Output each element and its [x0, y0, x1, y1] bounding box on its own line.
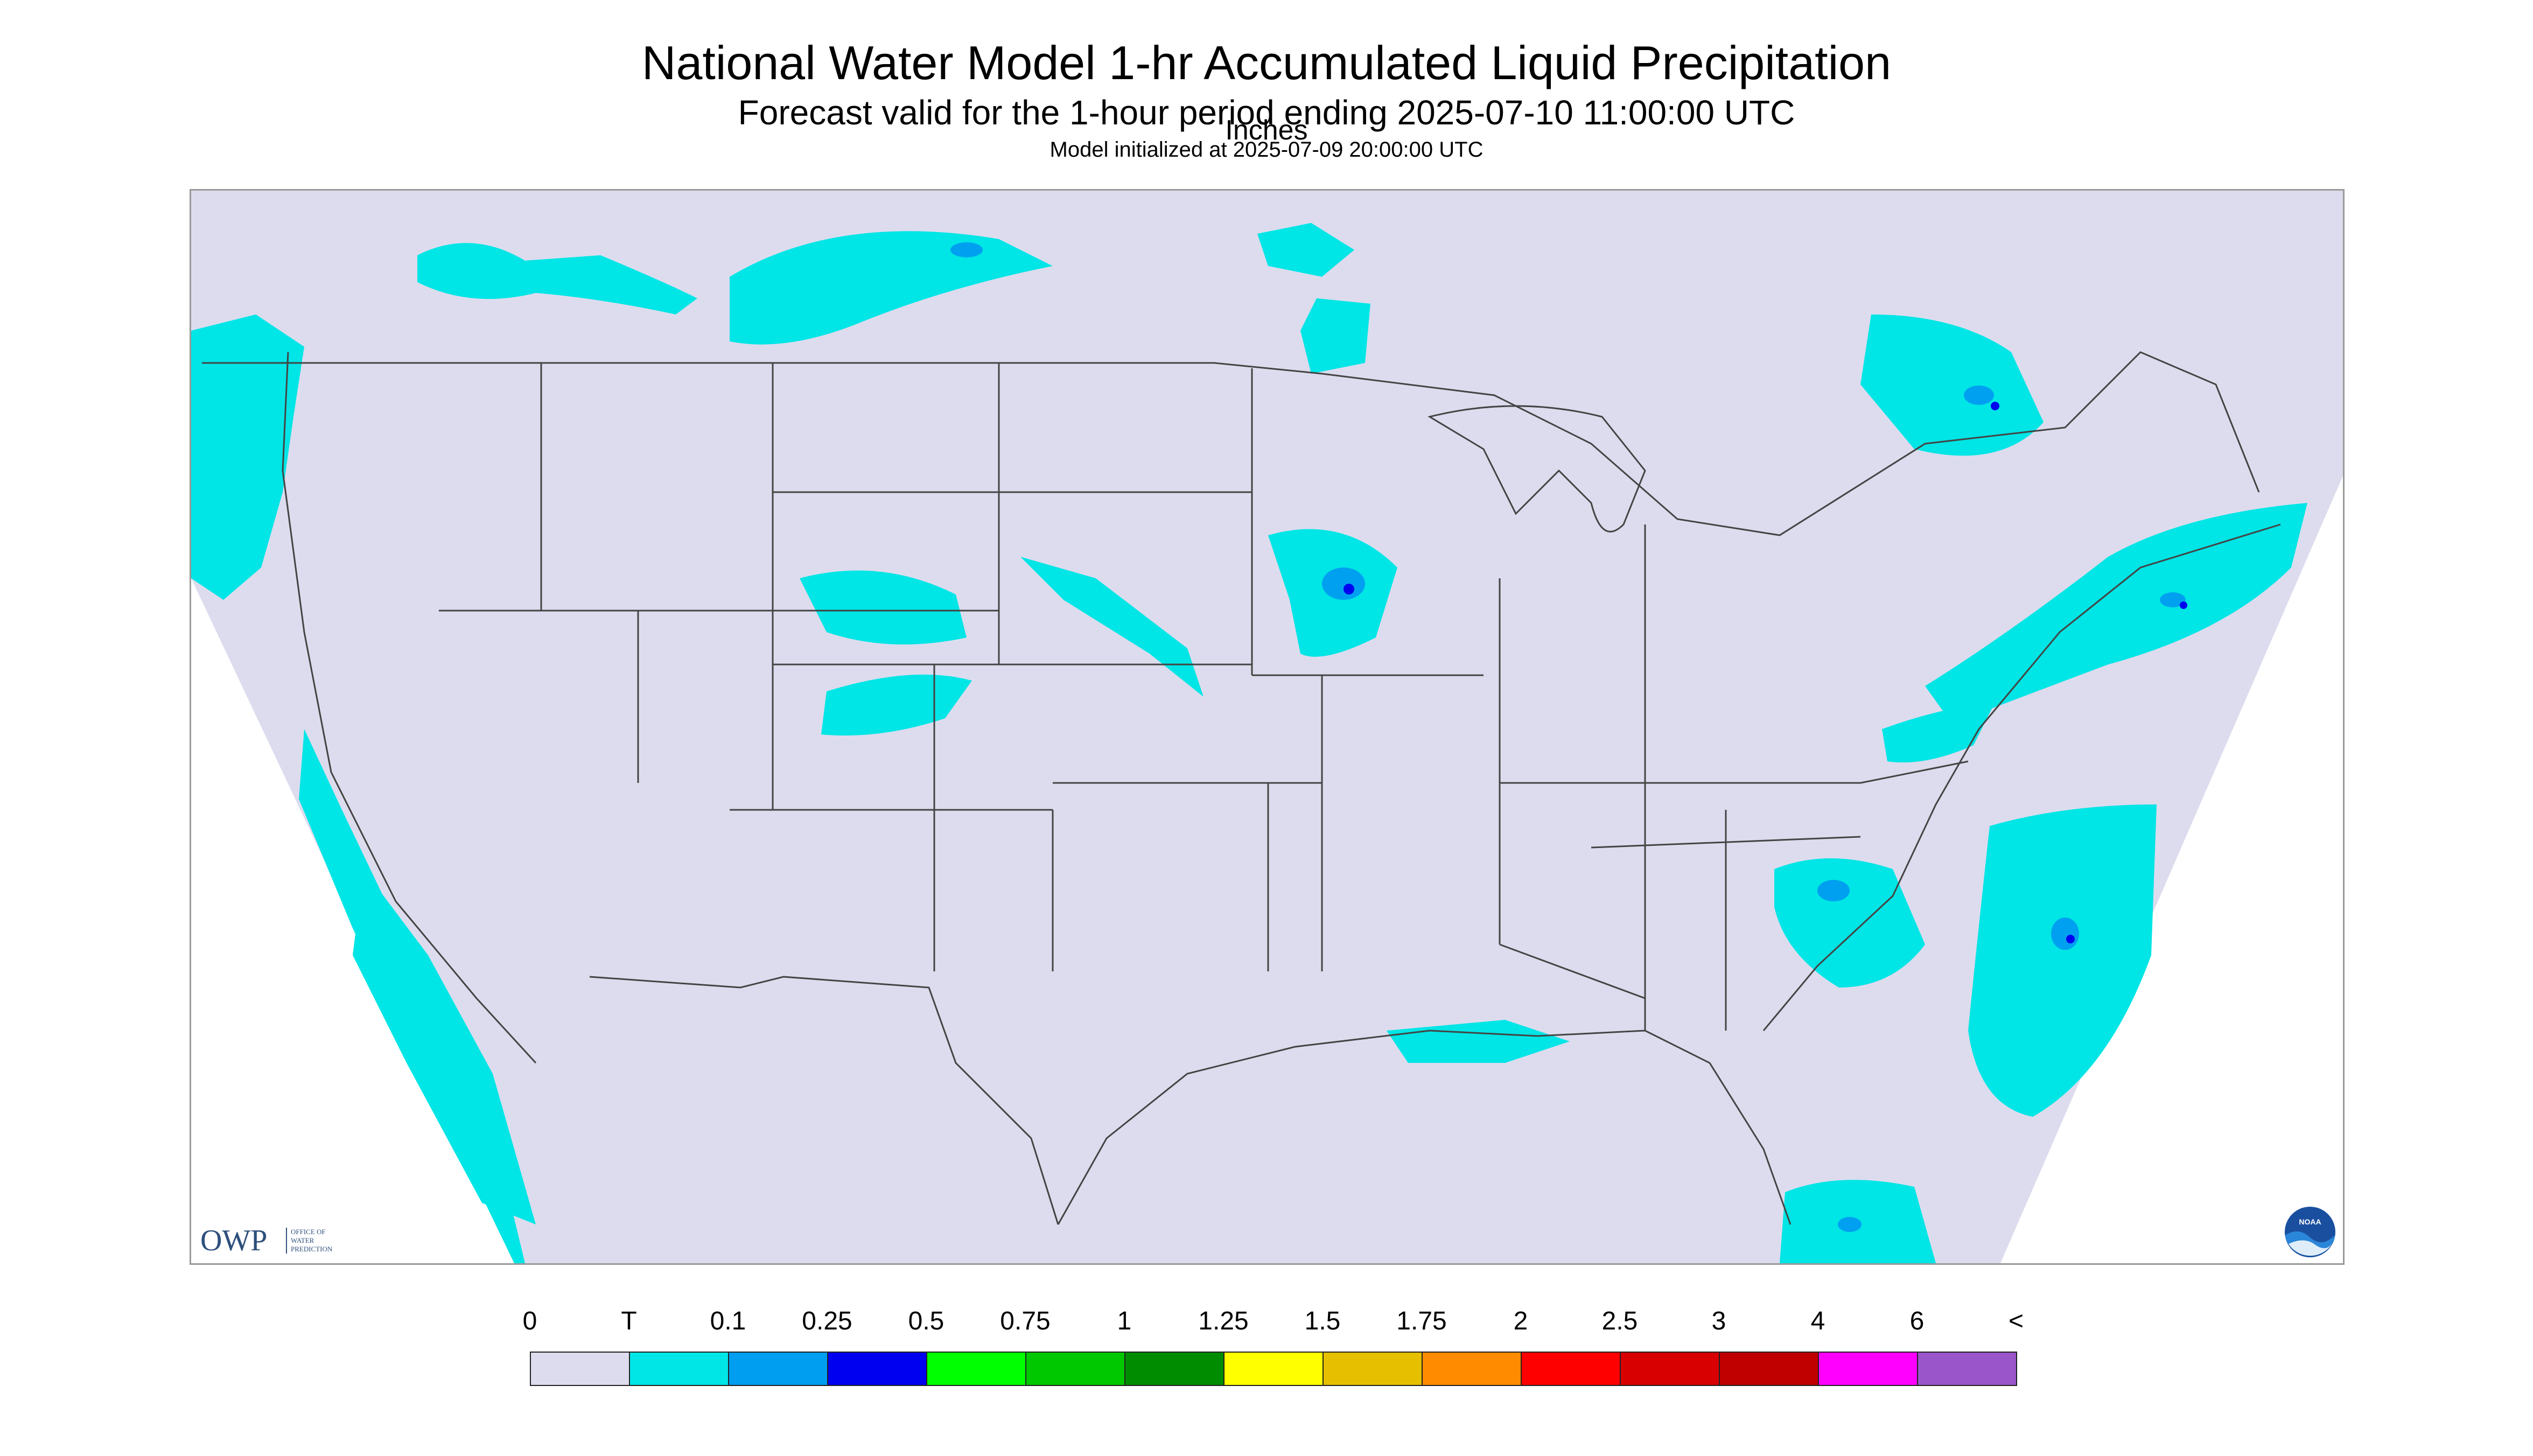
legend-swatch [827, 1352, 927, 1386]
blue-precip-cells [1344, 402, 2187, 943]
mid-atlantic-precip [1882, 702, 1995, 762]
precipitation-map [190, 189, 2345, 1265]
legend-swatch [1422, 1352, 1522, 1386]
model-domain [191, 191, 2343, 1263]
legend-tick-label: 0.75 [1000, 1307, 1051, 1335]
model-init-line: Model initialized at 2025-07-09 20:00:00… [1049, 138, 1484, 162]
noaa-logo: NOAA [2284, 1206, 2336, 1258]
legend-swatch [1917, 1352, 2017, 1386]
atlantic-offshore-precip [1968, 804, 2157, 1117]
legend-tick-label: 1.5 [1304, 1307, 1341, 1335]
legend-swatch [1719, 1352, 1819, 1386]
legend-tick-label: 3 [1711, 1307, 1726, 1335]
pacific-nw-precip [191, 314, 304, 600]
legend-unit-label: Inches [1225, 115, 1308, 146]
legend-tick-label: 1.25 [1198, 1307, 1249, 1335]
manitoba-precip [1257, 223, 1354, 277]
gulf-coastline [1057, 1030, 1792, 1225]
legend-swatch [629, 1352, 729, 1386]
legend-tick-label: 1 [1117, 1307, 1132, 1335]
map-canvas [191, 191, 2343, 1263]
dakotas-precip [1020, 557, 1203, 697]
light-blue-precip-cells [950, 242, 2186, 1232]
precip-legend: 0 T 0.1 0.25 0.5 0.75 1 1.25 1.5 1.75 2 2.5 3 4 6 < [0, 1292, 2533, 1454]
carolinas-precip [1774, 858, 1925, 988]
legend-tick-label: 0.1 [710, 1307, 746, 1335]
legend-tick-label: 0.25 [802, 1307, 852, 1335]
legend-swatch [1818, 1352, 1918, 1386]
legend-tick-label: T [621, 1307, 637, 1335]
owp-line3: PREDICTION [291, 1245, 333, 1253]
owp-letters: OWP [200, 1224, 267, 1257]
legend-swatch [926, 1352, 1026, 1386]
legend-tick-label: 0.5 [908, 1307, 944, 1335]
legend-tick-label: 1.75 [1396, 1307, 1447, 1335]
legend-swatch [1521, 1352, 1621, 1386]
forecast-valid-subtitle: Forecast valid for the 1-hour period end… [738, 93, 1795, 132]
legend-swatch [728, 1352, 828, 1386]
state-lines-south [1052, 783, 1861, 1031]
alberta-precip [417, 243, 697, 314]
wyoming-precip [800, 570, 967, 645]
legend-tick-label: 2.5 [1601, 1307, 1638, 1335]
legend-swatch [530, 1352, 630, 1386]
legend-tick-label: < [2008, 1307, 2024, 1335]
new-england-precip [1925, 503, 2307, 724]
legend-swatch [1025, 1352, 1125, 1386]
legend-tick-label: 2 [1513, 1307, 1528, 1335]
state-lines-central [637, 524, 1969, 971]
saskatchewan-precip [730, 231, 1053, 345]
lake-superior-nw-precip [1300, 298, 1370, 374]
us-canada-border [202, 351, 2260, 536]
legend-swatch [1323, 1352, 1423, 1386]
map-title: National Water Model 1-hr Accumulated Li… [641, 36, 1892, 89]
legend-swatch [1124, 1352, 1224, 1386]
legend-tick-label: 0 [522, 1307, 537, 1335]
atlantic-coastline [1762, 523, 2281, 1031]
boundaries [202, 351, 2281, 1225]
state-lines-north [439, 363, 1484, 810]
trace-precip-areas [191, 223, 2307, 1263]
great-lakes-outline [1428, 405, 1646, 533]
ontario-quebec-precip [1860, 314, 2044, 456]
legend-tick-label: 6 [1909, 1307, 1925, 1335]
us-mexico-border [589, 976, 1059, 1225]
noaa-letters: NOAA [2299, 1217, 2321, 1226]
owp-logo: OWP OFFICE OF WATER PREDICTION [200, 1224, 333, 1257]
pacific-coastline [282, 352, 537, 1064]
owp-line1: OFFICE OF [291, 1228, 326, 1236]
california-offshore-precip-2 [353, 869, 536, 1224]
owp-line2: WATER [291, 1236, 314, 1244]
legend-swatch [1620, 1352, 1720, 1386]
legend-swatch [1223, 1352, 1324, 1386]
legend-tick-label: 4 [1810, 1307, 1825, 1335]
